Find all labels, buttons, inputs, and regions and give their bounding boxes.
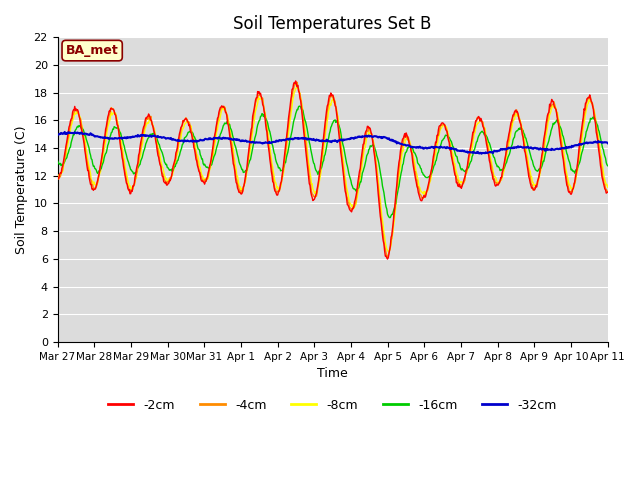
X-axis label: Time: Time <box>317 367 348 380</box>
Title: Soil Temperatures Set B: Soil Temperatures Set B <box>234 15 432 33</box>
Legend: -2cm, -4cm, -8cm, -16cm, -32cm: -2cm, -4cm, -8cm, -16cm, -32cm <box>104 394 562 417</box>
Text: BA_met: BA_met <box>66 44 118 57</box>
Y-axis label: Soil Temperature (C): Soil Temperature (C) <box>15 125 28 254</box>
